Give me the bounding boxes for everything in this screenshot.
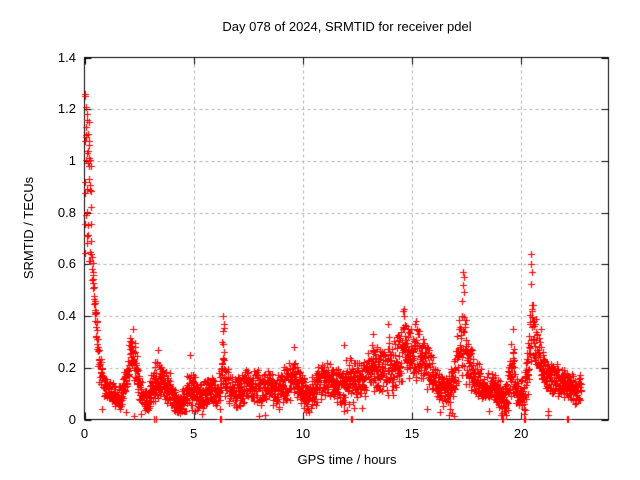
- y-tick-label: 1.2: [57, 101, 76, 117]
- y-tick-label: 0.6: [57, 256, 76, 272]
- y-tick-label: 0.4: [57, 308, 76, 324]
- x-tick-label: 0: [80, 426, 89, 441]
- x-tick-label: 20: [513, 426, 529, 441]
- y-tick-label: 0.2: [57, 359, 76, 375]
- x-tick-label: 5: [190, 426, 198, 441]
- x-axis-label: GPS time / hours: [297, 452, 397, 467]
- y-tick-label: 0.8: [57, 204, 76, 220]
- y-tick-label: 1.4: [57, 49, 76, 65]
- x-tick-label: 15: [404, 426, 420, 441]
- chart-title: Day 078 of 2024, SRMTID for receiver pde…: [222, 19, 472, 34]
- x-tick-label: 10: [295, 426, 311, 441]
- y-tick-label: 0: [68, 411, 76, 427]
- y-tick-label: 1: [68, 152, 76, 168]
